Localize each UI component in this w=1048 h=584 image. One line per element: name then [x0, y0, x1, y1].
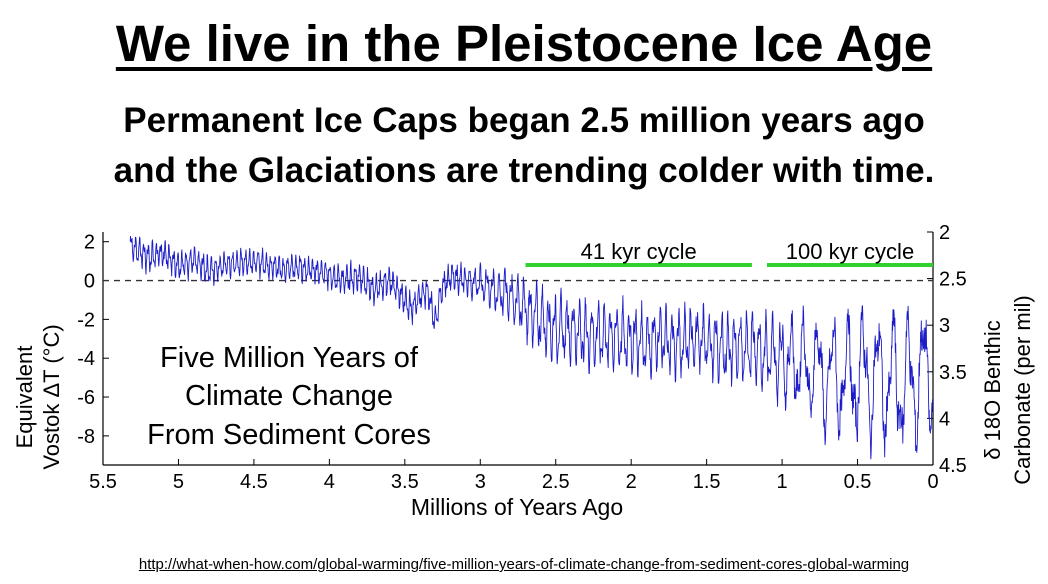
- series-line: [129, 235, 934, 460]
- source-link[interactable]: http://what-when-how.com/global-warming/…: [138, 556, 910, 573]
- y2-tick-label: 3.5: [939, 362, 967, 384]
- x-tick-label: 0.5: [844, 471, 872, 493]
- chart-annotation-line-3: From Sediment Cores: [147, 419, 431, 451]
- y-axis-label-line-1: Equivalent: [12, 346, 37, 449]
- y2-tick-label: 2: [939, 222, 950, 244]
- y-tick-label: -6: [77, 387, 95, 409]
- x-tick-label: 2.5: [542, 471, 570, 493]
- x-axis-label: Millions of Years Ago: [411, 494, 623, 520]
- y2-tick-label: 4.5: [939, 455, 967, 477]
- x-tick-label: 3: [475, 471, 486, 493]
- x-tick-label: 4: [324, 471, 335, 493]
- x-tick-label: 1: [777, 471, 788, 493]
- x-tick-label: 5: [173, 471, 184, 493]
- subtitle-line-2: and the Glaciations are trending colder …: [113, 151, 935, 190]
- x-tick-label: 0: [927, 471, 938, 493]
- x-tick-label: 5.5: [89, 471, 117, 493]
- y2-axis-label-line-2: Carbonate (per mil): [1010, 295, 1035, 485]
- y-tick-label: -2: [77, 309, 95, 331]
- x-tick-label: 1.5: [693, 471, 721, 493]
- y-tick-label: 2: [84, 232, 95, 254]
- chart-annotation-line-1: Five Million Years of: [160, 342, 419, 374]
- climate-chart: 5.5 5 4.5 4 3.5 3 2.5 2 1.5 1 0.5 0 2 0 -2 -4 -6 -8 2 2.5 3 3…: [12, 222, 1035, 520]
- y2-axis-label-line-1: δ 18O Benthic: [980, 320, 1005, 459]
- y2-tick-label: 4: [939, 408, 950, 430]
- y-axis-label-line-2: Vostok ΔT (°C): [39, 324, 64, 469]
- y2-tick-label: 3: [939, 315, 950, 337]
- y-tick-label: 0: [84, 271, 95, 293]
- cycle-bar-label: 100 kyr cycle: [786, 239, 914, 264]
- y2-tick-label: 2.5: [939, 269, 967, 291]
- plot-area: 5.5 5 4.5 4 3.5 3 2.5 2 1.5 1 0.5 0 2 0 -2 -4 -6 -8 2 2.5 3 3…: [77, 222, 967, 493]
- subtitle-line-1: Permanent Ice Caps began 2.5 million yea…: [123, 101, 925, 140]
- y-tick-label: -4: [77, 348, 95, 370]
- x-tick-label: 4.5: [240, 471, 268, 493]
- chart-annotation-line-2: Climate Change: [185, 380, 393, 412]
- y-tick-label: -8: [77, 426, 95, 448]
- page-title: We live in the Pleistocene Ice Age: [115, 15, 933, 72]
- cycle-bar-label: 41 kyr cycle: [581, 239, 697, 264]
- x-tick-label: 3.5: [391, 471, 419, 493]
- x-tick-label: 2: [626, 471, 637, 493]
